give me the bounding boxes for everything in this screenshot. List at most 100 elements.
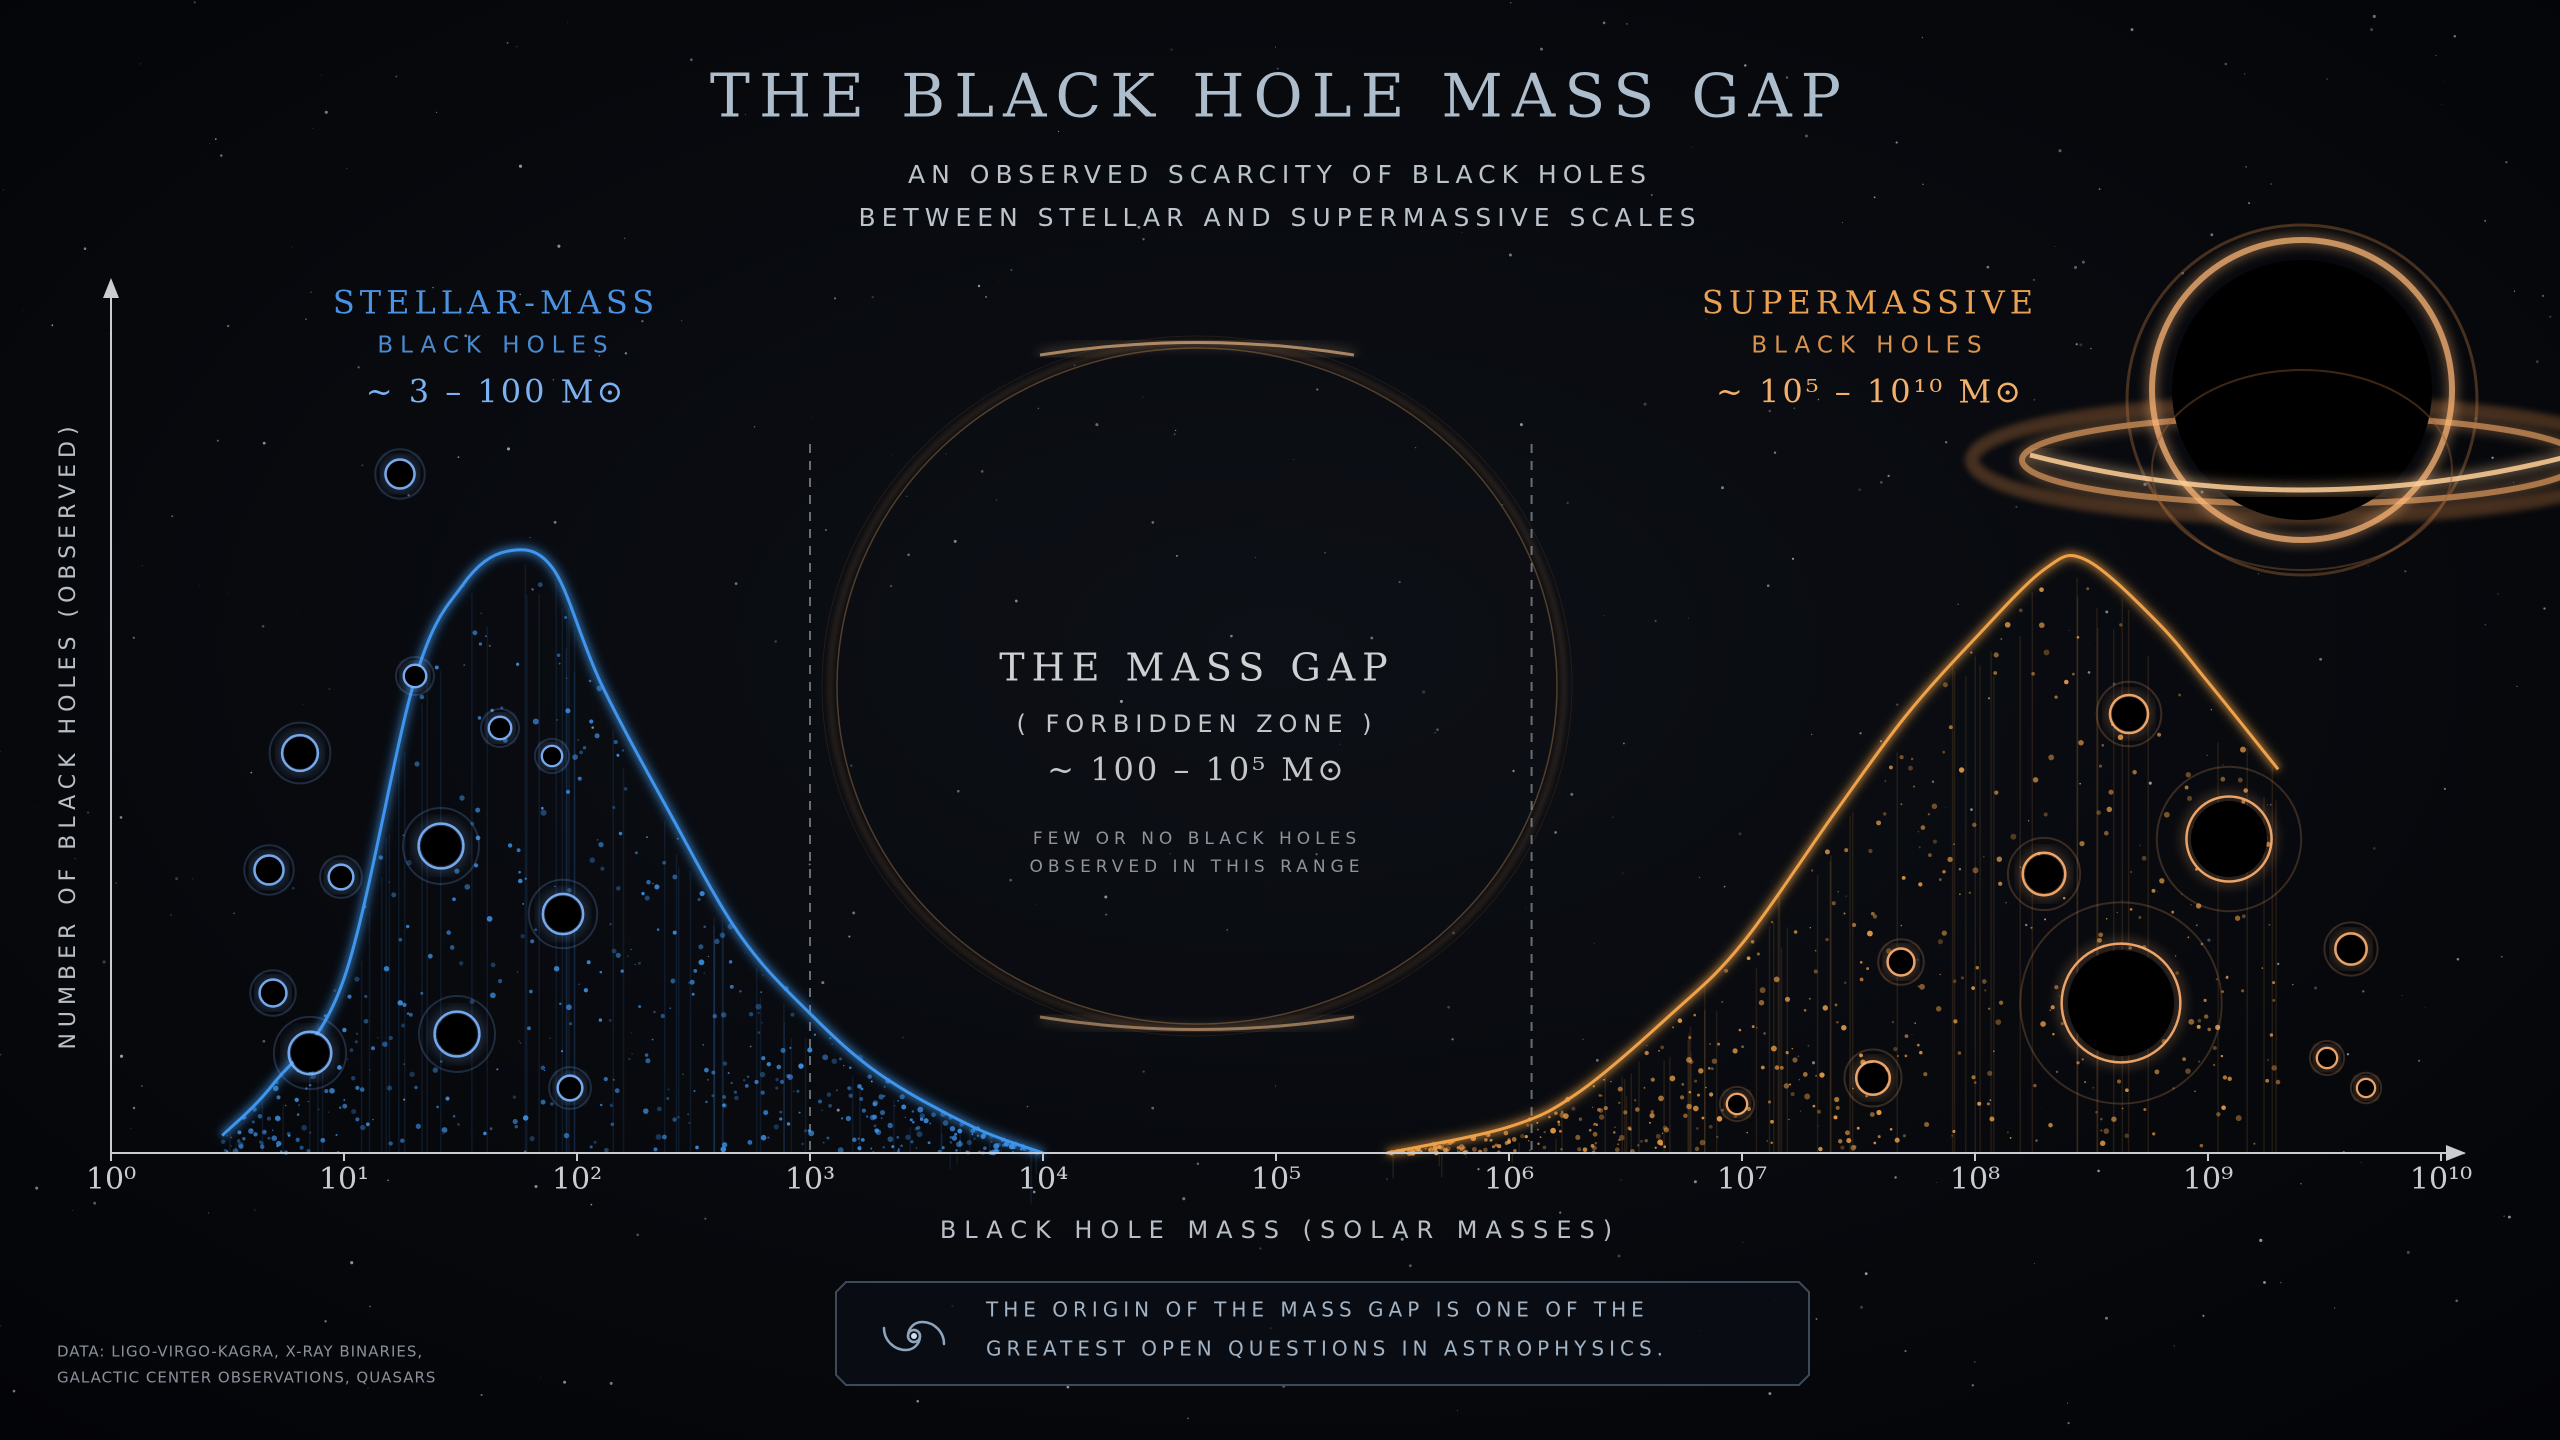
particle	[2171, 910, 2175, 914]
particle	[1610, 1080, 1612, 1083]
particle	[2079, 782, 2081, 785]
particle	[2027, 820, 2030, 822]
star	[1276, 67, 1279, 70]
star	[2033, 399, 2036, 401]
particle	[1457, 1150, 1459, 1152]
particle	[1660, 1045, 1665, 1050]
particle	[1617, 1086, 1623, 1092]
particle	[593, 1140, 597, 1144]
star	[1009, 878, 1013, 882]
star	[2210, 233, 2214, 237]
particle	[2157, 732, 2162, 737]
star	[1945, 806, 1946, 808]
particle	[857, 1084, 862, 1089]
particle	[848, 1093, 853, 1098]
particle	[847, 1086, 852, 1091]
particle	[2004, 621, 2011, 628]
star	[1268, 80, 1269, 82]
particle	[714, 938, 720, 945]
star	[623, 237, 626, 240]
black-hole-ring	[1886, 947, 1916, 977]
particle	[472, 630, 478, 636]
particle	[2237, 777, 2243, 783]
x-axis-arrow	[2446, 1145, 2466, 1161]
particle	[497, 978, 503, 984]
star	[1612, 816, 1614, 819]
star	[1895, 141, 1898, 144]
particle	[1697, 1093, 1700, 1097]
particle	[1808, 997, 1811, 1000]
particle	[798, 1111, 801, 1114]
star	[1142, 1070, 1145, 1073]
black-hole	[2318, 1049, 2336, 1067]
star	[890, 585, 892, 588]
particle	[858, 1142, 860, 1144]
particle	[1536, 1121, 1539, 1124]
particle	[1893, 1046, 1898, 1052]
star	[2105, 1316, 2108, 1320]
y-axis-label: NUMBER OF BLACK HOLES (OBSERVED)	[56, 420, 81, 1049]
black-hole-halo	[374, 448, 426, 500]
particle	[1654, 1146, 1657, 1149]
star	[598, 355, 601, 357]
particle	[459, 961, 464, 966]
particle	[912, 1120, 915, 1124]
star	[1275, 1085, 1277, 1087]
particle	[2100, 1117, 2103, 1121]
particle	[2096, 810, 2101, 815]
black-hole	[2191, 801, 2267, 877]
particle	[804, 1129, 808, 1133]
particle	[956, 1141, 962, 1148]
star	[2090, 347, 2092, 350]
particle	[957, 1128, 963, 1134]
star	[995, 499, 998, 501]
particle	[2174, 955, 2177, 957]
particle	[415, 1123, 421, 1129]
particle	[377, 1037, 379, 1039]
star	[1187, 1417, 1189, 1420]
particle	[397, 1000, 403, 1006]
particle	[950, 1141, 952, 1144]
star	[93, 1201, 97, 1205]
star	[891, 454, 893, 456]
black-hole-halo	[527, 878, 599, 950]
particle	[1721, 1108, 1724, 1112]
particle	[567, 888, 572, 893]
particle	[630, 948, 632, 951]
star	[1887, 474, 1890, 478]
particle	[1537, 1142, 1540, 1145]
star	[2507, 1215, 2511, 1219]
star	[395, 75, 398, 78]
star	[227, 324, 230, 328]
particle	[579, 750, 583, 755]
star	[953, 539, 957, 543]
particle	[307, 1100, 309, 1103]
star	[1858, 488, 1862, 492]
particle	[238, 1144, 244, 1150]
particle	[1939, 973, 1941, 976]
star	[207, 1212, 210, 1214]
particle	[2105, 918, 2108, 920]
particle	[398, 937, 403, 942]
particle	[1792, 1057, 1798, 1063]
particle	[996, 1142, 1001, 1147]
star	[1770, 880, 1772, 882]
black-hole-ring	[2021, 851, 2067, 897]
particle	[2081, 1058, 2084, 1061]
star	[916, 1400, 919, 1403]
star	[193, 1, 196, 4]
particle	[638, 1005, 642, 1009]
particle	[931, 1112, 936, 1118]
particle	[530, 939, 535, 944]
black-hole-ring	[2315, 1046, 2339, 1070]
particle	[1686, 1057, 1692, 1063]
particle	[612, 1078, 615, 1081]
particle	[1432, 1146, 1438, 1152]
star	[387, 1179, 389, 1182]
particle	[355, 1085, 360, 1091]
star	[1595, 1058, 1599, 1062]
particle	[813, 1033, 817, 1036]
star	[1174, 429, 1177, 432]
particle	[339, 1106, 342, 1109]
star	[369, 1305, 371, 1308]
